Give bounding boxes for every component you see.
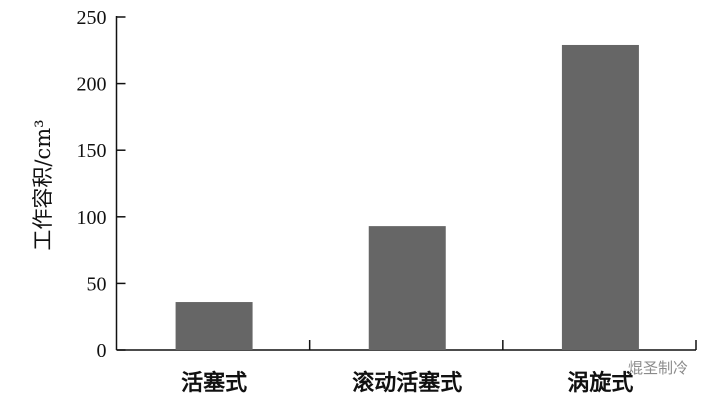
x-category-label: 滚动活塞式: [352, 370, 462, 396]
labels: 0 50 100 150 200 250 活塞式 滚动活塞式 涡旋式: [77, 7, 634, 396]
y-tick-label: 50: [87, 273, 107, 295]
x-category-label: 活塞式: [181, 370, 247, 396]
bar-2: [368, 226, 446, 350]
bar-1: [175, 302, 253, 350]
x-category-label: 涡旋式: [567, 370, 633, 396]
y-axis-label: 工作容积/cm³: [31, 119, 55, 250]
bar-3: [561, 44, 639, 351]
watermark: 焜圣制冷: [628, 359, 689, 377]
y-tick-label: 250: [77, 7, 107, 29]
y-tick-label: 0: [97, 340, 107, 362]
y-tick-label: 150: [77, 140, 107, 162]
bars: [175, 44, 639, 351]
y-tick-label: 100: [77, 207, 107, 229]
y-tick-label: 200: [77, 74, 107, 96]
